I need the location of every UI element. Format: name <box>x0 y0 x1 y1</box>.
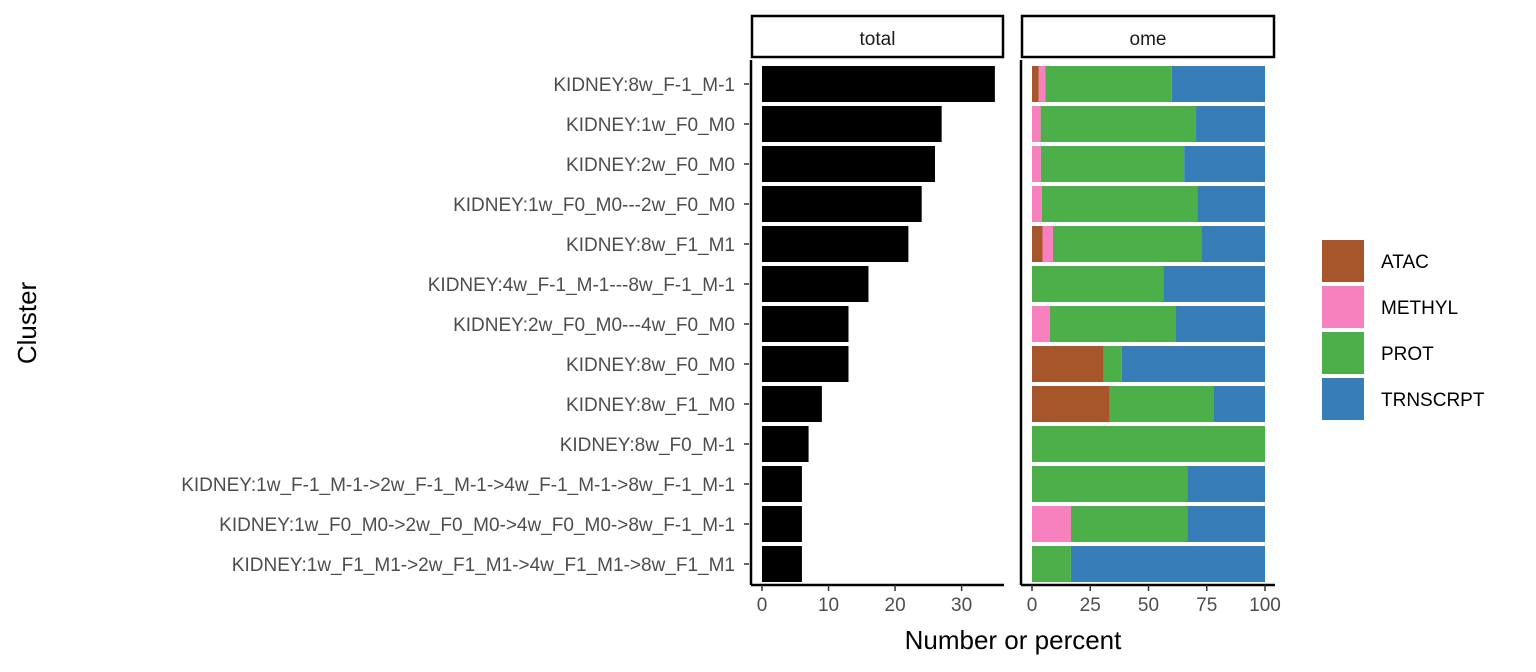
bar-segment-prot <box>1041 186 1198 222</box>
bar-segment-trnscrpt <box>1070 546 1265 582</box>
category-label: KIDNEY:1w_F-1_M-1->2w_F-1_M-1->4w_F-1_M-… <box>181 475 735 496</box>
bar-segment-atac <box>1032 386 1110 422</box>
legend: ATAC METHYL PROT TRNSCRPT <box>1322 240 1485 420</box>
x-tick-label: 75 <box>1196 595 1217 616</box>
legend-key-methyl <box>1322 286 1364 328</box>
y-axis-title: Cluster <box>12 281 42 364</box>
bar-segment-atac <box>1032 66 1039 102</box>
x-tick-label: 100 <box>1249 595 1281 616</box>
bar <box>762 146 935 182</box>
bar-segment-methyl <box>1032 506 1071 542</box>
bar <box>762 426 809 462</box>
category-label: KIDNEY:4w_F-1_M-1---8w_F-1_M-1 <box>428 275 735 296</box>
bar-segment-atac <box>1032 226 1043 262</box>
bar <box>762 106 942 142</box>
category-label: KIDNEY:1w_F0_M0---2w_F0_M0 <box>453 195 735 216</box>
legend-key-atac <box>1322 240 1364 282</box>
bar-segment-prot <box>1032 266 1164 302</box>
bar-segment-methyl <box>1032 106 1041 142</box>
category-label: KIDNEY:2w_F0_M0 <box>566 155 735 176</box>
bar-segment-prot <box>1103 346 1122 382</box>
x-tick-label: 0 <box>757 595 768 616</box>
x-tick-label: 0 <box>1027 595 1038 616</box>
legend-label: PROT <box>1381 344 1434 365</box>
bar-segment-prot <box>1052 226 1202 262</box>
bar-segment-prot <box>1032 426 1265 462</box>
category-label: KIDNEY:2w_F0_M0---4w_F0_M0 <box>453 315 735 336</box>
legend-label: TRNSCRPT <box>1381 390 1485 411</box>
legend-label: ATAC <box>1381 252 1429 273</box>
x-tick-label: 20 <box>885 595 906 616</box>
strip-box <box>1020 14 1276 59</box>
bar-segment-prot <box>1070 506 1188 542</box>
bar-segment-prot <box>1032 466 1188 502</box>
panel-ome: ome 0 25 50 75 100 <box>1019 14 1281 616</box>
x-tick-label: 30 <box>951 595 972 616</box>
bar-segment-atac <box>1032 346 1104 382</box>
legend-label: METHYL <box>1381 298 1458 319</box>
strip-label: ome <box>1130 29 1167 50</box>
legend-key-trnscrpt <box>1322 378 1364 420</box>
category-label: KIDNEY:8w_F0_M0 <box>566 355 735 376</box>
strip-label: total <box>860 29 896 50</box>
category-label: KIDNEY:1w_F1_M1->2w_F1_M1->4w_F1_M1->8w_… <box>232 555 735 576</box>
bar-segment-prot <box>1045 66 1172 102</box>
panel-total: total 0 10 20 30 <box>749 14 1005 616</box>
bar-segment-methyl <box>1038 66 1046 102</box>
bar-segment-trnscrpt <box>1213 386 1265 422</box>
x-tick-label: 10 <box>818 595 839 616</box>
bar <box>762 186 922 222</box>
bar-segment-trnscrpt <box>1171 66 1265 102</box>
bar-segment-trnscrpt <box>1184 146 1265 182</box>
category-labels: KIDNEY:8w_F-1_M-1 KIDNEY:1w_F0_M0 KIDNEY:2… <box>181 75 749 576</box>
bar <box>762 306 849 342</box>
bar <box>762 66 995 102</box>
bar-segment-trnscrpt <box>1201 226 1265 262</box>
bar-segment-trnscrpt <box>1196 106 1265 142</box>
bar-segment-trnscrpt <box>1175 306 1265 342</box>
bar-segment-methyl <box>1032 146 1041 182</box>
strip-box <box>750 14 1005 59</box>
bar-segment-methyl <box>1042 226 1053 262</box>
bar-segment-prot <box>1040 106 1197 142</box>
bar-segment-trnscrpt <box>1197 186 1265 222</box>
category-label: KIDNEY:8w_F-1_M-1 <box>553 75 735 96</box>
bar-segment-prot <box>1109 386 1214 422</box>
bar <box>762 546 802 582</box>
category-label: KIDNEY:8w_F1_M1 <box>566 235 735 256</box>
x-tick-label: 25 <box>1080 595 1101 616</box>
bar-segment-methyl <box>1032 306 1050 342</box>
bar-segment-prot <box>1049 306 1176 342</box>
category-label: KIDNEY:8w_F1_M0 <box>566 395 735 416</box>
bar-segment-methyl <box>1032 186 1042 222</box>
bar-segment-trnscrpt <box>1187 506 1265 542</box>
bar <box>762 466 802 502</box>
category-label: KIDNEY:1w_F0_M0 <box>566 115 735 136</box>
bar-segment-trnscrpt <box>1163 266 1265 302</box>
bar-segment-prot <box>1032 546 1071 582</box>
category-label: KIDNEY:1w_F0_M0->2w_F0_M0->4w_F0_M0->8w_… <box>219 515 735 536</box>
bar <box>762 226 909 262</box>
x-tick-label: 50 <box>1138 595 1159 616</box>
bar-segment-trnscrpt <box>1121 346 1265 382</box>
bar <box>762 266 869 302</box>
bar-segment-prot <box>1040 146 1185 182</box>
bar-segment-trnscrpt <box>1187 466 1265 502</box>
bar <box>762 386 822 422</box>
bar <box>762 506 802 542</box>
bar <box>762 346 849 382</box>
legend-key-prot <box>1322 332 1364 374</box>
x-axis-title: Number or percent <box>905 625 1123 655</box>
category-label: KIDNEY:8w_F0_M-1 <box>560 435 735 456</box>
